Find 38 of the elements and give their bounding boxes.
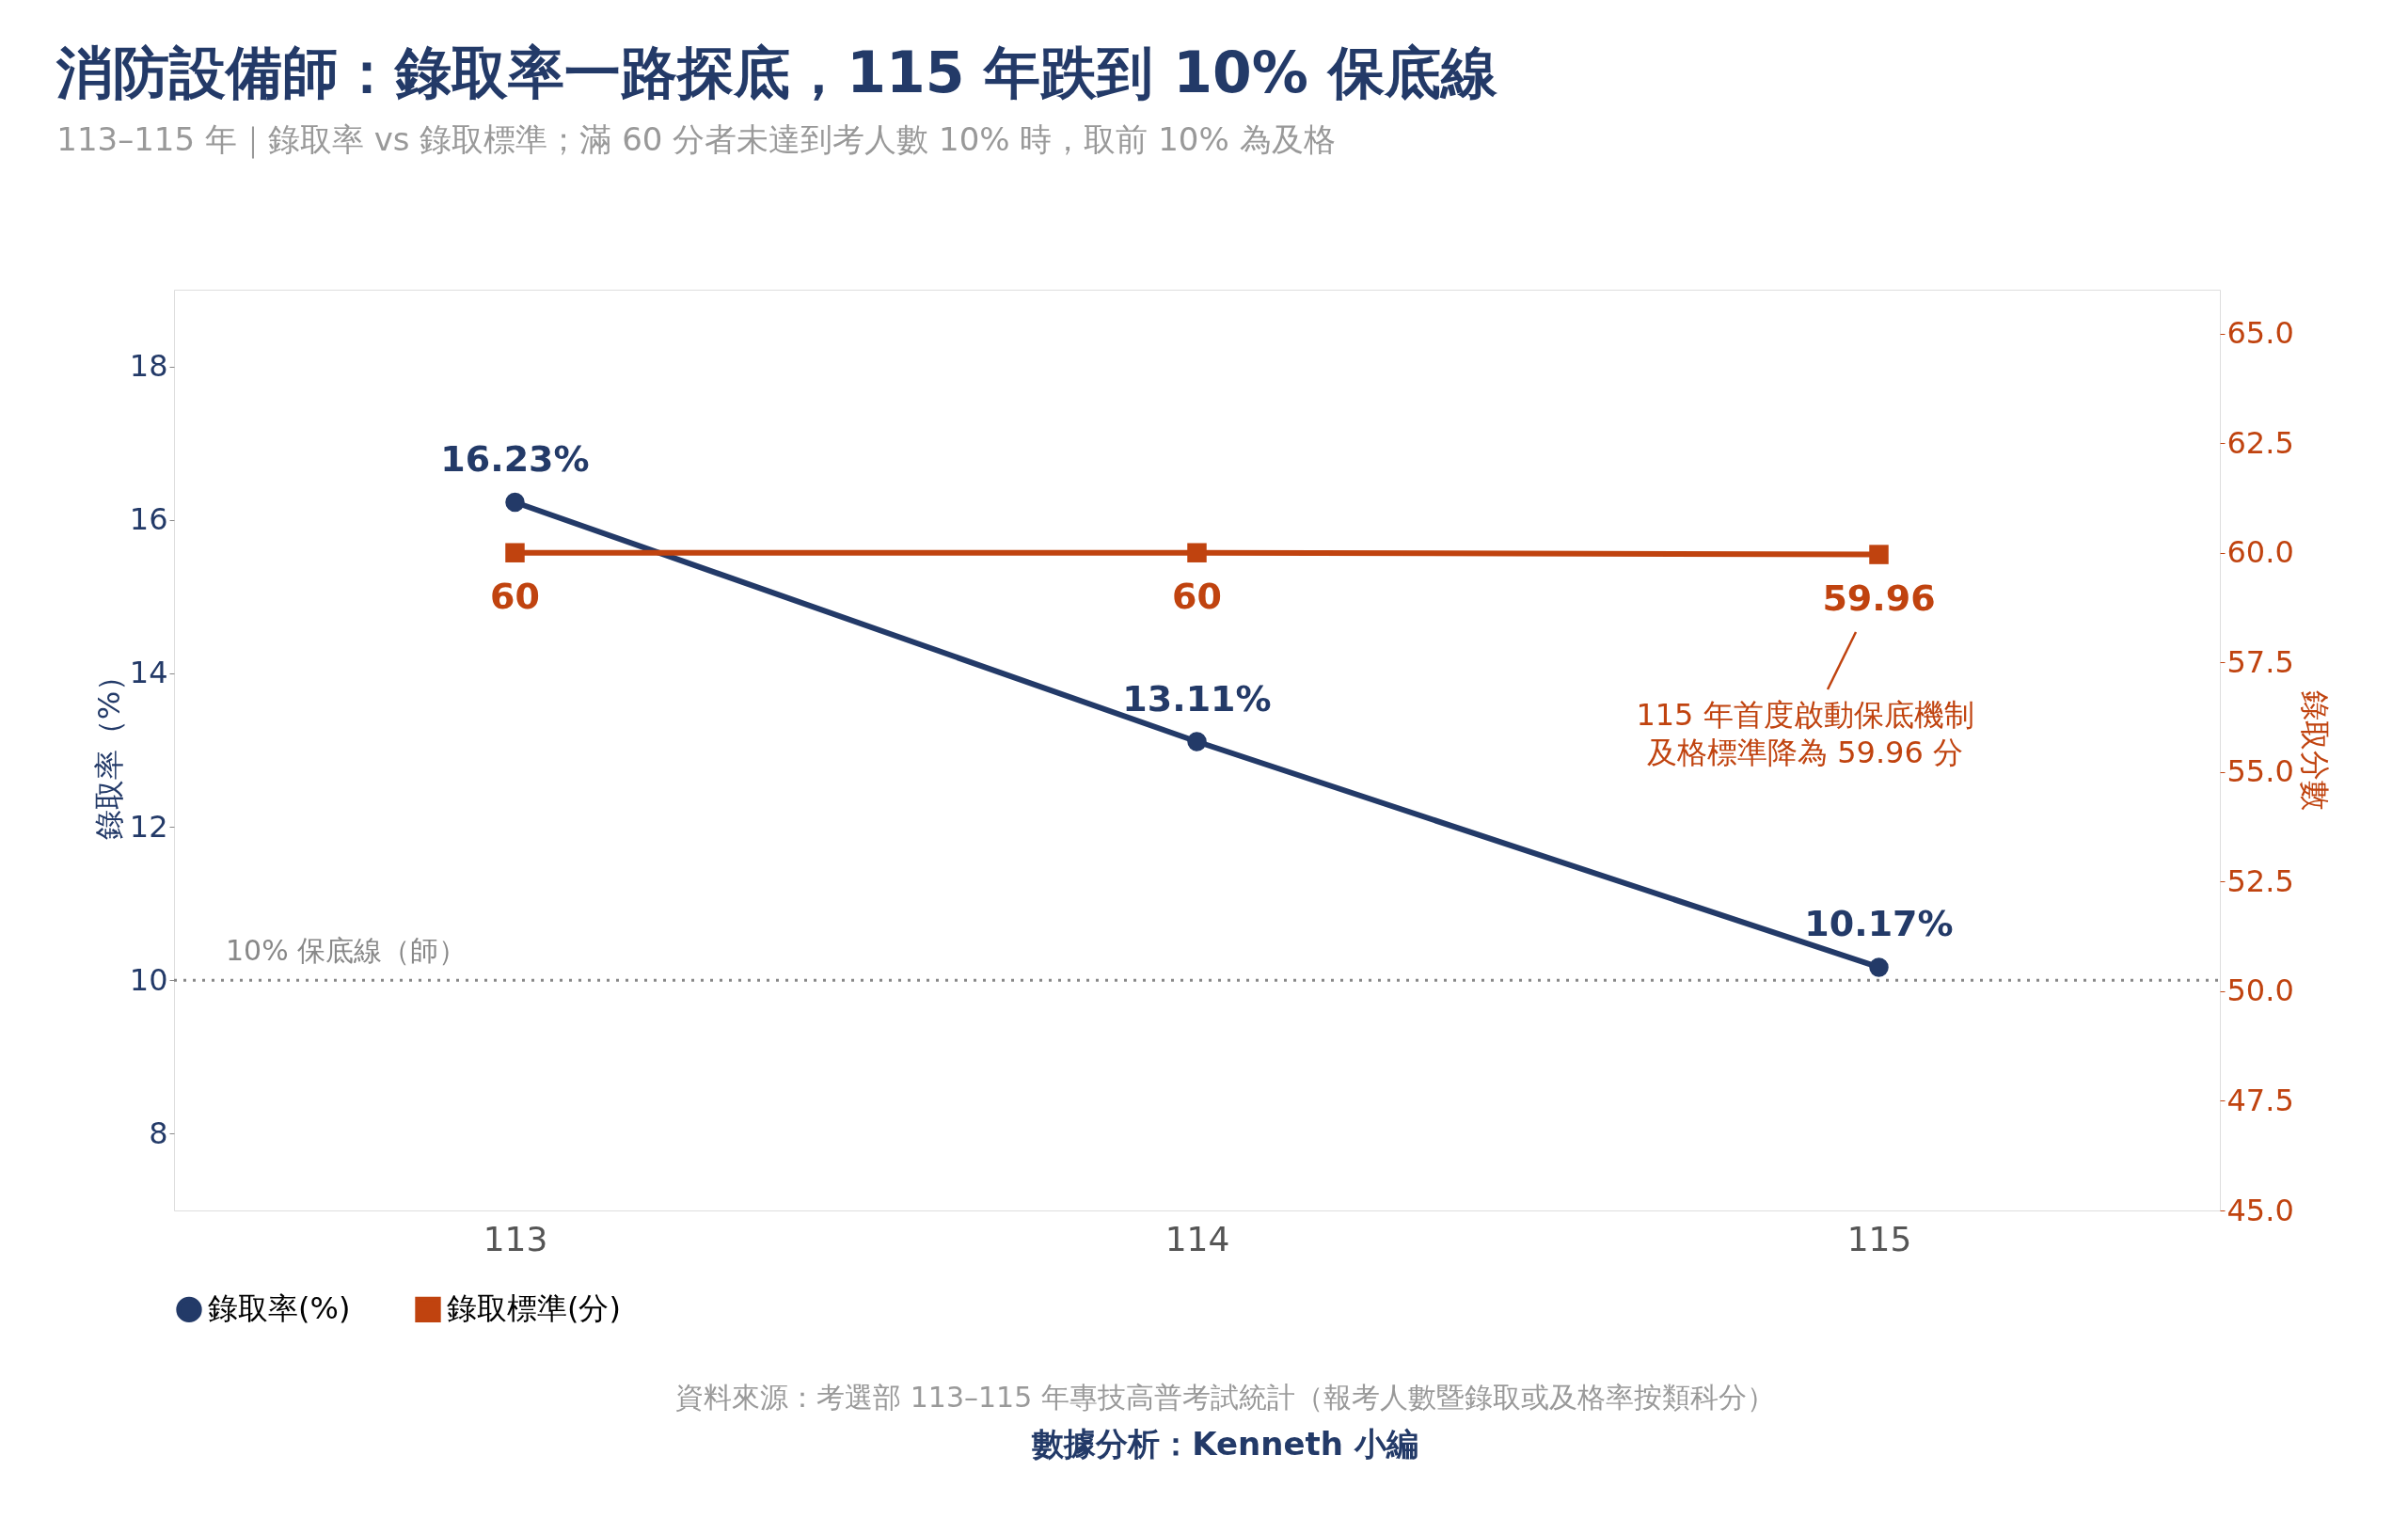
y2-tick-label: 52.5 <box>2226 862 2294 899</box>
point <box>505 492 525 513</box>
legend-label: 錄取標準(分) <box>447 1290 621 1327</box>
y2-tick-label: 65.0 <box>2226 315 2294 352</box>
data-label: 60 <box>1172 575 1222 617</box>
y-tick-label: 8 <box>149 1115 168 1151</box>
y-tick-label: 18 <box>129 348 168 385</box>
data-label: 10.17% <box>1804 903 1954 945</box>
data-label: 60 <box>490 575 540 617</box>
y-tick-label: 12 <box>129 808 168 845</box>
y2-tick-label: 60.0 <box>2226 534 2294 571</box>
data-label: 13.11% <box>1122 677 1272 720</box>
source-note: 資料來源：考選部 113–115 年專技高普考試統計（報考人數暨錄取或及格率按類科分） <box>675 1381 1775 1414</box>
legend-label: 錄取率(%) <box>208 1290 351 1327</box>
x-tick-label: 113 <box>483 1219 548 1258</box>
y-axis-title: 錄取率（%） <box>90 660 127 841</box>
data-label: 59.96 <box>1822 577 1936 619</box>
x-tick-label: 115 <box>1846 1219 1912 1258</box>
y2-tick-label: 55.0 <box>2226 753 2294 790</box>
y-tick-label: 16 <box>129 501 168 538</box>
data-label: 16.23% <box>440 437 590 480</box>
y-tick-label: 14 <box>129 655 168 691</box>
y2-tick-label: 47.5 <box>2226 1082 2294 1118</box>
text: 數據分析：Kenneth 小編 <box>1031 1425 1418 1463</box>
annotation: 115 年首度啟動保底機制 <box>1636 697 1974 733</box>
point <box>1869 957 1889 977</box>
y-tick-label: 10 <box>129 961 168 998</box>
y2-axis-title: 錄取分數 <box>2296 690 2333 811</box>
point <box>1187 732 1207 751</box>
y2-tick-label: 50.0 <box>2226 973 2294 1009</box>
chart-subtitle: 113–115 年｜錄取率 vs 錄取標準；滿 60 分者未達到考人數 10% 時，取前 10% 為及格 <box>56 120 1336 159</box>
y2-tick-label: 45.0 <box>2226 1192 2294 1228</box>
ref-line-label: 10% 保底線（師） <box>226 934 467 968</box>
annotation: 及格標準降為 59.96 分 <box>1647 735 1963 770</box>
y2-tick-label: 57.5 <box>2226 643 2294 680</box>
x-tick-label: 114 <box>1164 1219 1230 1258</box>
chart-title: 消防設備師：錄取率一路探底，115 年跌到 10% 保底線 <box>55 40 1498 105</box>
y2-tick-label: 62.5 <box>2226 424 2294 461</box>
